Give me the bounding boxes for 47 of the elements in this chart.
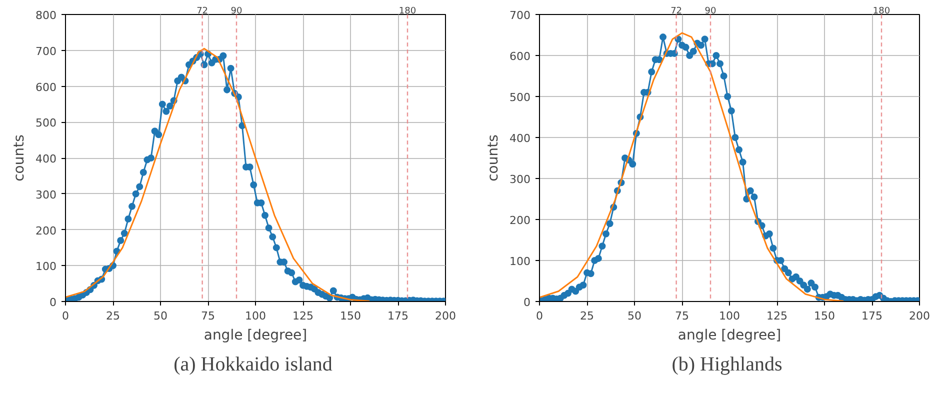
ref-line-label: 90 [704, 6, 716, 16]
x-tick-label: 100 [245, 310, 266, 322]
text: (a) Hokkaido island [174, 354, 332, 376]
y-tick-label: 400 [36, 152, 57, 166]
y-tick-label: 100 [36, 260, 57, 274]
y-tick-label: 500 [510, 91, 531, 104]
y-tick-label: 600 [36, 80, 57, 94]
ref-line-label: 180 [872, 6, 890, 16]
x-tick-label: 0 [62, 310, 69, 322]
ref-line-label: 72 [670, 6, 682, 16]
ref-line-label: 180 [398, 6, 416, 16]
ref-line-label: 72 [196, 6, 208, 16]
y-axis-title: counts [486, 134, 502, 182]
y-tick-label: 400 [510, 132, 531, 145]
y-tick-label: 200 [36, 224, 57, 238]
x-tick-label: 50 [154, 310, 168, 322]
x-tick-label: 25 [106, 310, 120, 322]
x-axis-title: angle [degree] [678, 328, 782, 344]
text: (b) Highlands [672, 354, 782, 376]
x-tick-label: 75 [675, 310, 689, 322]
x-tick-label: 150 [340, 310, 361, 322]
y-tick-label: 300 [510, 173, 531, 186]
y-tick-label: 200 [510, 214, 531, 227]
y-tick-label: 0 [50, 296, 56, 309]
y-tick-label: 600 [510, 50, 531, 63]
y-tick-label: 0 [524, 296, 530, 309]
x-tick-label: 200 [909, 310, 930, 322]
y-tick-label: 500 [36, 116, 57, 130]
x-tick-label: 175 [388, 310, 408, 322]
y-tick-label: 300 [36, 188, 57, 202]
x-tick-label: 125 [766, 310, 788, 322]
x-tick-label: 175 [862, 310, 882, 322]
x-tick-label: 100 [719, 310, 740, 322]
y-tick-label: 800 [36, 9, 57, 22]
x-tick-label: 75 [201, 310, 215, 322]
y-tick-label: 700 [36, 44, 57, 58]
x-axis-title: angle [degree] [204, 328, 308, 344]
x-tick-label: 50 [628, 310, 642, 322]
y-tick-label: 700 [510, 9, 531, 22]
ref-line-label: 90 [230, 6, 242, 16]
x-tick-label: 25 [580, 310, 594, 322]
y-axis-title: counts [12, 134, 28, 182]
y-tick-label: 100 [510, 255, 531, 268]
x-tick-label: 0 [536, 310, 543, 322]
x-tick-label: 200 [435, 310, 456, 322]
x-tick-label: 150 [814, 310, 835, 322]
x-tick-label: 125 [292, 310, 314, 322]
